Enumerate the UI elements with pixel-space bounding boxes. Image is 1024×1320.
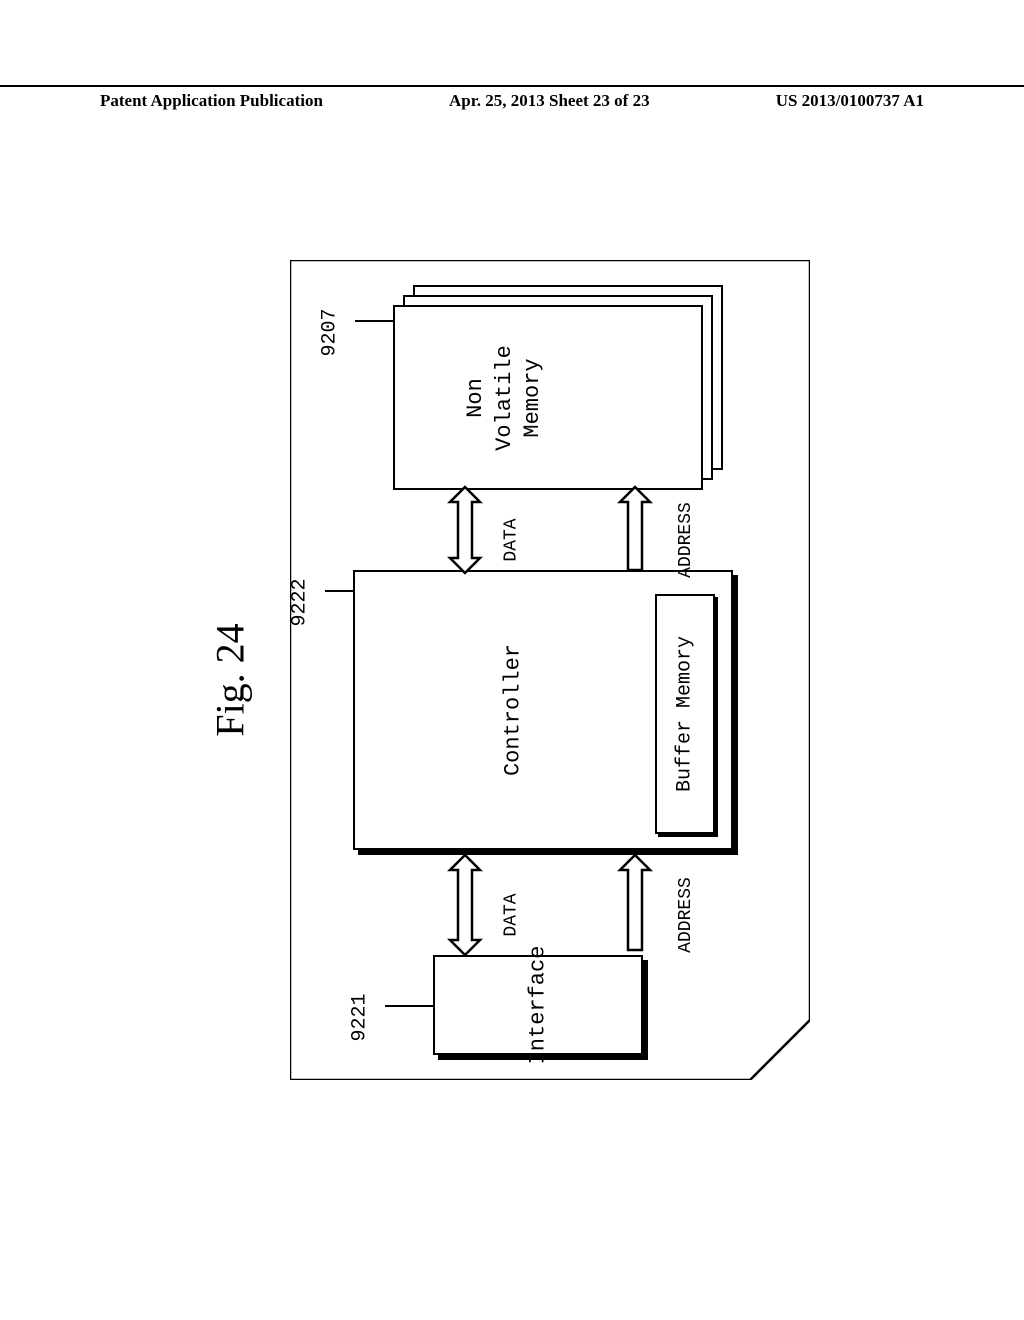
controller-block: Controller Buffer Memory <box>353 570 733 850</box>
nvm-line3: Memory <box>520 358 545 437</box>
controller-label: Controller <box>500 644 525 776</box>
block-diagram: Interface Controller Buffer Memory Non V… <box>290 260 810 1080</box>
data-label-1: DATA <box>502 893 522 936</box>
buffer-memory-label: Buffer Memory <box>674 636 697 792</box>
address-label-2: ADDRESS <box>676 502 696 578</box>
figure-title: Fig. 24 <box>207 623 254 736</box>
patent-header: Patent Application Publication Apr. 25, … <box>0 85 1024 111</box>
data-label-2: DATA <box>502 518 522 561</box>
nvm-line2: Volatile <box>492 345 517 451</box>
ref-interface: 9221 <box>349 993 372 1041</box>
header-center: Apr. 25, 2013 Sheet 23 of 23 <box>449 91 650 111</box>
header-left: Patent Application Publication <box>100 91 323 111</box>
ref-memory: 9207 <box>319 308 342 356</box>
interface-block: Interface <box>433 955 643 1055</box>
nvm-line1: Non <box>463 378 488 418</box>
arrows-interface-controller <box>290 850 810 960</box>
arrows-controller-nvm <box>290 485 810 575</box>
header-right: US 2013/0100737 A1 <box>776 91 924 111</box>
buffer-memory-block: Buffer Memory <box>655 594 715 834</box>
interface-label: Interface <box>526 946 551 1065</box>
ref-controller: 9222 <box>289 578 312 626</box>
nvm-block: Non Volatile Memory <box>393 305 703 490</box>
address-label-1: ADDRESS <box>676 877 696 953</box>
